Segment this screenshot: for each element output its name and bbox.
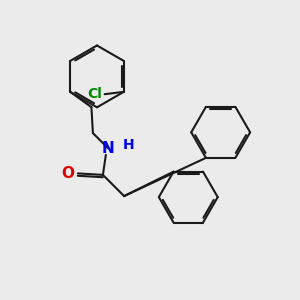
Text: N: N [102,141,115,156]
Text: Cl: Cl [88,87,103,101]
Text: O: O [61,166,74,181]
Text: H: H [123,138,135,152]
